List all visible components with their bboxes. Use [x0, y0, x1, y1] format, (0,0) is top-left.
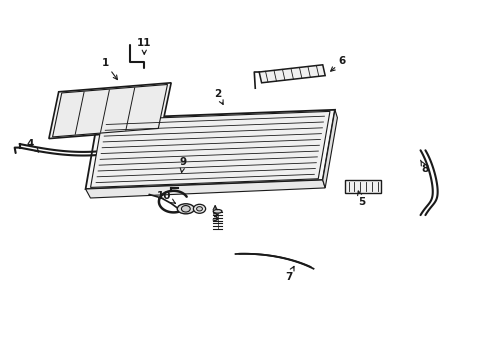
Polygon shape [53, 85, 167, 137]
Ellipse shape [193, 204, 205, 213]
Text: 1: 1 [102, 58, 117, 80]
Text: 11: 11 [137, 38, 151, 54]
Text: 3: 3 [211, 206, 218, 223]
Polygon shape [90, 111, 329, 188]
Text: 7: 7 [284, 266, 293, 282]
Polygon shape [322, 110, 337, 188]
Text: 8: 8 [420, 160, 428, 174]
Polygon shape [85, 180, 325, 198]
Polygon shape [85, 110, 334, 189]
Text: 10: 10 [156, 191, 175, 203]
Ellipse shape [177, 204, 194, 214]
Ellipse shape [196, 207, 202, 211]
Text: 5: 5 [357, 191, 365, 207]
Text: 4: 4 [26, 139, 39, 152]
Polygon shape [259, 65, 325, 83]
Text: 9: 9 [180, 157, 186, 172]
Text: 2: 2 [214, 89, 223, 104]
Ellipse shape [181, 206, 190, 212]
Text: 6: 6 [330, 56, 345, 71]
Polygon shape [49, 83, 171, 139]
Ellipse shape [213, 210, 222, 213]
Bar [344, 180, 381, 193]
